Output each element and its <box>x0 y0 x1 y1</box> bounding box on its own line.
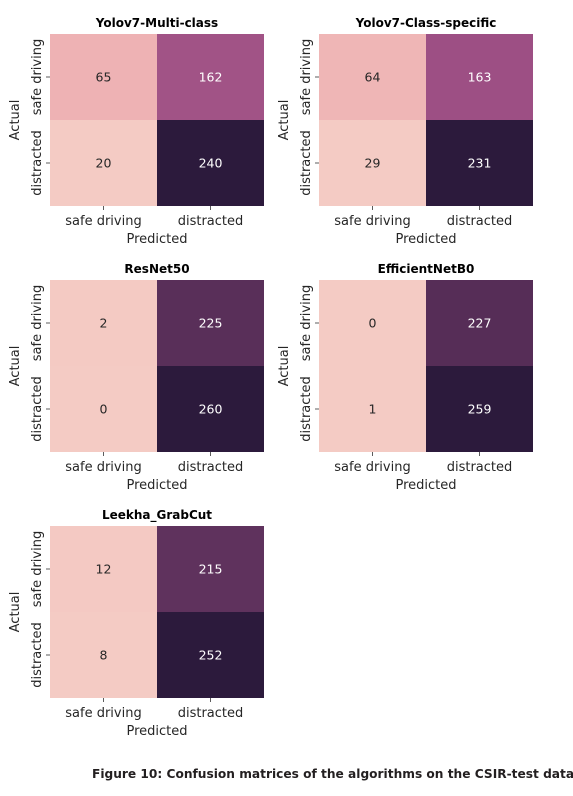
heatmap-cell <box>319 366 426 452</box>
x-tick-label: safe driving <box>65 214 141 229</box>
heatmap-cell <box>426 34 533 120</box>
cell-value-label: 227 <box>468 316 492 331</box>
x-tick-label: safe driving <box>65 706 141 721</box>
cell-value-label: 252 <box>199 648 223 663</box>
x-tick-label: distracted <box>447 460 513 475</box>
heatmap-cell <box>157 34 264 120</box>
cell-value-label: 225 <box>199 316 223 331</box>
chart-title: Yolov7-Class-specific <box>355 16 497 30</box>
y-tick-label: safe driving <box>299 285 314 361</box>
x-axis-label: Predicted <box>126 478 187 493</box>
cell-value-label: 20 <box>96 156 112 171</box>
heatmap-cell <box>157 120 264 206</box>
x-tick-label: safe driving <box>334 214 410 229</box>
figure-caption: Figure 10: Confusion matrices of the alg… <box>92 767 573 781</box>
y-axis-label: Actual <box>277 100 292 141</box>
y-tick-label: safe driving <box>30 39 45 115</box>
heatmap-cell <box>50 612 157 698</box>
chart-title: Yolov7-Multi-class <box>95 16 218 30</box>
y-axis-label: Actual <box>8 346 23 387</box>
x-axis-label: Predicted <box>395 232 456 247</box>
heatmap-cell <box>319 120 426 206</box>
cell-value-label: 260 <box>199 402 223 417</box>
heatmap-cell <box>426 280 533 366</box>
cell-value-label: 0 <box>100 402 108 417</box>
cell-value-label: 64 <box>365 70 381 85</box>
x-tick-label: distracted <box>178 460 244 475</box>
y-tick-label: safe driving <box>30 531 45 607</box>
x-axis-label: Predicted <box>126 724 187 739</box>
y-tick-label: distracted <box>30 376 45 442</box>
chart-title: EfficientNetB0 <box>378 262 475 276</box>
x-axis-label: Predicted <box>126 232 187 247</box>
cell-value-label: 163 <box>468 70 492 85</box>
x-tick-label: safe driving <box>65 460 141 475</box>
heatmap-cell <box>319 280 426 366</box>
x-tick-label: distracted <box>178 214 244 229</box>
y-tick-label: distracted <box>299 130 314 196</box>
cell-value-label: 8 <box>100 648 108 663</box>
y-axis-label: Actual <box>8 100 23 141</box>
y-axis-label: Actual <box>8 592 23 633</box>
cell-value-label: 231 <box>468 156 492 171</box>
cell-value-label: 12 <box>96 562 112 577</box>
heatmap-cell <box>50 526 157 612</box>
y-tick-label: distracted <box>299 376 314 442</box>
y-axis-label: Actual <box>277 346 292 387</box>
heatmap-cell <box>157 612 264 698</box>
y-tick-label: distracted <box>30 622 45 688</box>
heatmap-cell <box>426 120 533 206</box>
y-tick-label: distracted <box>30 130 45 196</box>
cell-value-label: 29 <box>365 156 381 171</box>
chart-title: ResNet50 <box>124 262 189 276</box>
heatmap-cell <box>157 526 264 612</box>
x-tick-label: safe driving <box>334 460 410 475</box>
cell-value-label: 259 <box>468 402 492 417</box>
heatmap-cell <box>157 366 264 452</box>
x-axis-label: Predicted <box>395 478 456 493</box>
heatmap-cell <box>157 280 264 366</box>
heatmap-cell <box>50 34 157 120</box>
cell-value-label: 215 <box>199 562 223 577</box>
y-tick-label: safe driving <box>299 39 314 115</box>
x-tick-label: distracted <box>178 706 244 721</box>
heatmap-cell <box>50 366 157 452</box>
y-tick-label: safe driving <box>30 285 45 361</box>
heatmap-cell <box>50 120 157 206</box>
heatmap-cell <box>426 366 533 452</box>
cell-value-label: 0 <box>369 316 377 331</box>
chart-title: Leekha_GrabCut <box>102 508 212 523</box>
cell-value-label: 65 <box>96 70 112 85</box>
heatmap-cell <box>50 280 157 366</box>
cell-value-label: 2 <box>100 316 108 331</box>
cell-value-label: 1 <box>369 402 377 417</box>
heatmap-cell <box>319 34 426 120</box>
x-tick-label: distracted <box>447 214 513 229</box>
cell-value-label: 240 <box>199 156 223 171</box>
cell-value-label: 162 <box>199 70 223 85</box>
